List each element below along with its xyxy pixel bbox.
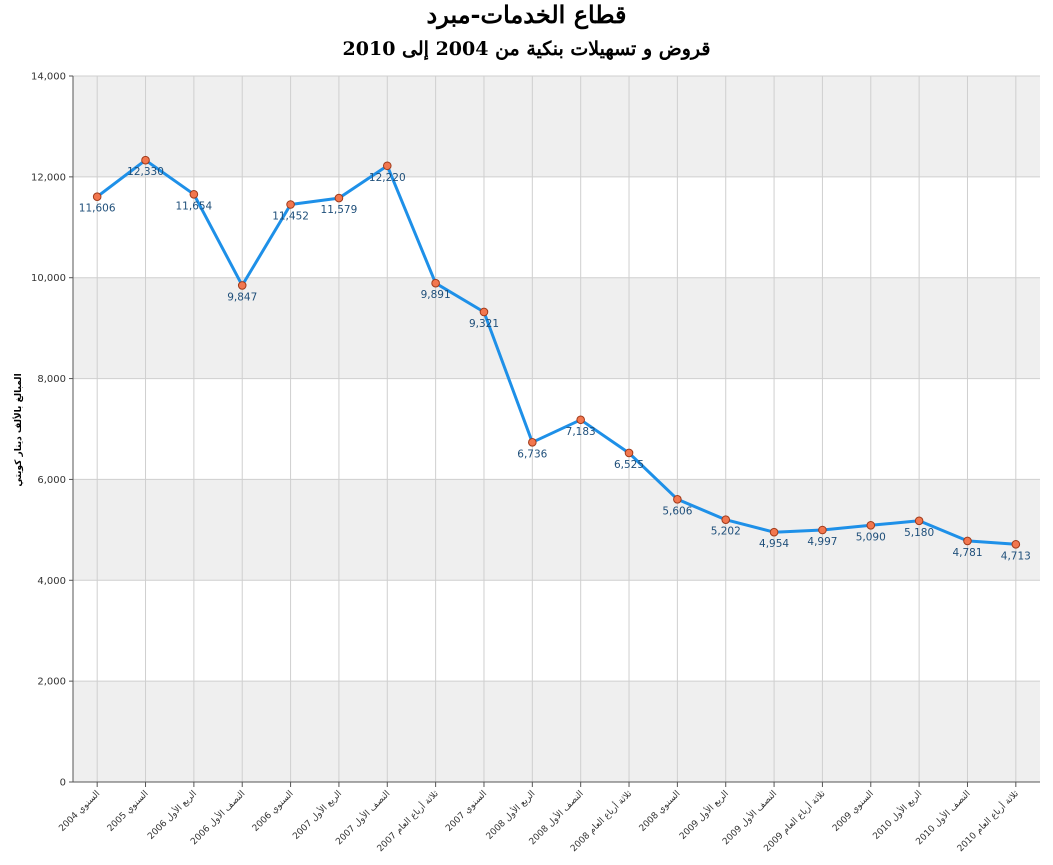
data-label: 11,606 <box>79 203 116 215</box>
data-point <box>141 155 150 165</box>
data-point <box>818 525 827 535</box>
data-label: 9,321 <box>469 318 499 330</box>
data-point <box>721 515 731 524</box>
grid-lines <box>73 75 1040 783</box>
y-tick-label: 14,000 <box>31 72 66 83</box>
plot-bands <box>73 76 1040 782</box>
data-label: 4,997 <box>807 536 837 548</box>
data-label: 7,183 <box>566 426 596 438</box>
data-label: 12,220 <box>369 172 406 184</box>
y-tick-label: 2,000 <box>37 677 66 688</box>
x-tick-label: السنوي 2005 <box>106 789 151 834</box>
data-point <box>189 190 199 199</box>
series <box>92 155 1021 549</box>
data-point <box>576 415 585 425</box>
x-tick-label: السنوي 2009 <box>831 789 876 834</box>
x-tick-label: الربع الأول 2010 <box>870 788 924 842</box>
data-label: 11,654 <box>176 200 213 212</box>
data-point <box>1011 540 1021 549</box>
data-point <box>769 527 779 537</box>
x-tick-label: الربع الأول 2006 <box>145 788 199 842</box>
y-tick-labels: 0 2,000 4,000 6,000 8,000 10,000 12,000 14,000 <box>31 72 66 789</box>
data-label: 6,736 <box>517 448 547 460</box>
y-tick-label: 4,000 <box>37 576 66 587</box>
data-label: 5,180 <box>904 527 934 539</box>
y-tick-label: 8,000 <box>37 374 66 385</box>
plot-band <box>73 277 1040 379</box>
series-line <box>96 158 1016 546</box>
y-axis-title: المبالغ بالألف دينار كويتي <box>12 373 24 486</box>
data-label: 6,525 <box>614 459 644 471</box>
data-point <box>237 281 247 290</box>
axes <box>69 75 1040 787</box>
data-label: 4,781 <box>952 547 982 559</box>
chart-subtitle: قروض و تسهيلات بنكية من 2004 إلى 2010 <box>342 38 711 60</box>
plot-band <box>73 479 1040 581</box>
plot-band <box>73 681 1040 782</box>
data-label: 12,330 <box>127 166 164 178</box>
data-point <box>866 521 876 530</box>
data-label: 4,713 <box>1001 550 1031 562</box>
data-point <box>673 494 682 504</box>
plot-band <box>73 76 1040 177</box>
data-point <box>334 193 344 203</box>
data-label: 5,606 <box>662 505 692 517</box>
x-tick-label: السنوي 2007 <box>444 789 489 834</box>
data-point <box>624 448 634 458</box>
data-point <box>286 200 295 209</box>
data-point <box>92 192 102 202</box>
x-tick-label: الربع الأول 2009 <box>677 788 731 842</box>
y-tick-label: 12,000 <box>31 172 66 183</box>
data-label: 11,579 <box>321 204 358 216</box>
data-point <box>431 278 440 288</box>
data-point <box>963 536 972 546</box>
y-tick-label: 10,000 <box>31 273 66 284</box>
x-tick-label: الربع الأول 2008 <box>483 788 537 842</box>
x-tick-label: السنوي 2006 <box>251 789 296 834</box>
data-label: 11,452 <box>272 210 309 222</box>
data-point <box>528 438 537 447</box>
data-point <box>382 161 392 171</box>
x-tick-label: السنوي 2008 <box>638 789 683 834</box>
data-label: 5,090 <box>856 531 886 543</box>
data-point <box>479 307 489 317</box>
y-tick-label: 0 <box>60 778 66 789</box>
data-point <box>914 516 924 526</box>
data-label: 9,847 <box>227 291 257 303</box>
data-label: 5,202 <box>711 526 741 538</box>
y-tick-label: 6,000 <box>37 475 66 486</box>
x-tick-label: السنوي 2004 <box>57 789 102 834</box>
data-labels: 11,606 12,330 11,654 9,847 11,452 11,579 12,22… <box>79 166 1031 562</box>
x-tick-label: الربع الأول 2007 <box>290 788 344 842</box>
data-label: 9,891 <box>421 289 451 301</box>
data-label: 4,954 <box>759 538 789 550</box>
chart-title: قطاع الخدمات-مبرد <box>426 0 627 29</box>
